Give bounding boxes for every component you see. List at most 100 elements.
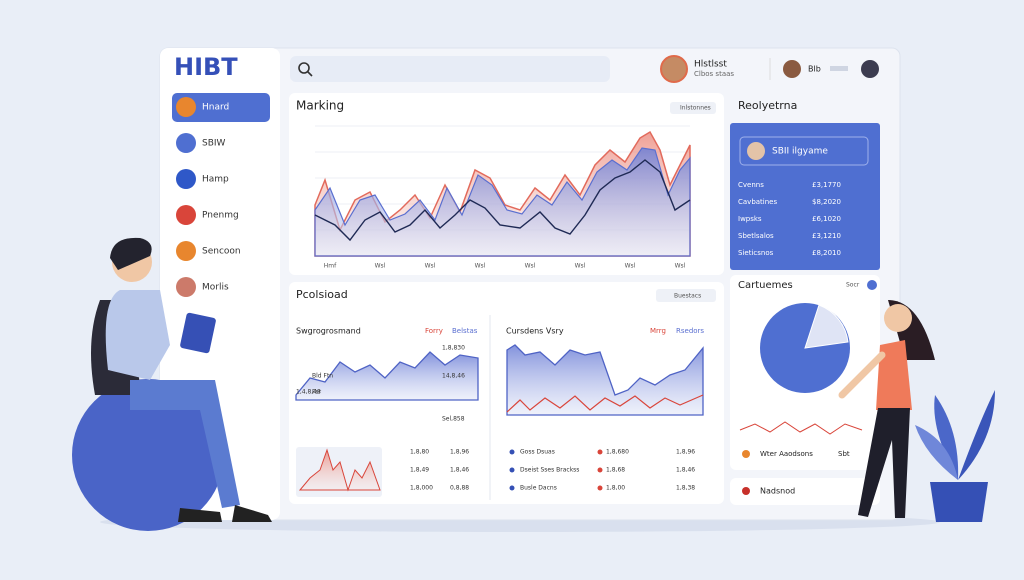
user-sub: Clbos staas <box>694 70 734 78</box>
panel-title: Pcolsioad <box>296 288 348 301</box>
search-icon <box>298 62 310 74</box>
row-text: 1,8,46 <box>676 467 695 474</box>
nav-icon[interactable] <box>176 97 196 117</box>
x-tick-label: Wsl <box>425 263 436 270</box>
area-series <box>314 147 691 257</box>
row-text: Dseist Sses Brackss <box>520 467 579 474</box>
value-list: Cvenns £3,1770 Cavbatines $8,2020 Iwpsks £6,1… <box>738 181 841 257</box>
tag: Mrrg <box>650 327 666 335</box>
row-text: 1,8,80 <box>410 449 429 456</box>
avatar[interactable] <box>861 60 879 78</box>
tag: Belstas <box>452 327 478 335</box>
area-series <box>295 351 479 401</box>
line-series <box>739 421 863 435</box>
x-tick-label: Wsl <box>525 263 536 270</box>
row-label: Cavbatines <box>738 198 777 206</box>
row-dot <box>509 485 515 491</box>
row-dot <box>509 449 515 455</box>
card-title: Cursdens Vsry <box>506 327 564 336</box>
nav-label: Morlis <box>202 283 229 293</box>
nav-icon[interactable] <box>176 277 196 297</box>
button-label: Inlstonnes <box>680 105 711 112</box>
blue-card <box>730 123 880 270</box>
row-text: 1,8,49 <box>410 467 429 474</box>
row-label: Sbetlsalos <box>738 232 774 240</box>
row-text: 1,8,96 <box>676 449 695 456</box>
nav-label: Hamp <box>202 175 229 185</box>
button-label: Buestacs <box>674 293 701 300</box>
panel <box>730 478 880 505</box>
row-label: Sieticsnos <box>738 249 774 257</box>
panel-title: Reolyetrna <box>738 99 797 112</box>
button[interactable] <box>656 289 716 302</box>
nav-label: SBIW <box>202 139 226 149</box>
x-tick-label: Wsl <box>575 263 586 270</box>
x-tick-label: Wsl <box>675 263 686 270</box>
legend-label: Wter Aaodsons <box>760 450 813 458</box>
tag: Forry <box>425 327 443 335</box>
panel-title: Cartuemes <box>738 280 793 291</box>
row-value: £3,1210 <box>812 232 841 240</box>
row-text: 1,8,38 <box>676 485 695 492</box>
tag: Socr <box>846 282 860 289</box>
row-text: Bld Ftn <box>312 373 333 380</box>
x-tick-label: Wsl <box>475 263 486 270</box>
x-tick-label: Wsl <box>375 263 386 270</box>
button[interactable] <box>670 102 716 114</box>
nav-label: Hnard <box>202 103 229 113</box>
nav-label: Pnenmg <box>202 211 239 221</box>
nav-label: Sencoon <box>202 247 241 257</box>
row-text: 1,8,00 <box>606 485 625 492</box>
x-tick-label: Hmf <box>324 263 337 270</box>
nav-icon[interactable] <box>176 205 196 225</box>
panel-title: Marking <box>296 99 344 113</box>
illustration-plant <box>915 390 995 522</box>
row-text: 1,8,68 <box>606 467 625 474</box>
row-text: 0,8,88 <box>450 485 469 492</box>
row-text: 1,8,830 <box>442 345 465 352</box>
avatar[interactable] <box>660 55 688 83</box>
row-label: Iwpsks <box>738 215 762 223</box>
pie-slice <box>804 304 849 349</box>
nav-list: Hnard SBIW Hamp Pnenmg Sencoon Morlis <box>176 97 241 297</box>
row-text: 1,8,680 <box>606 449 629 456</box>
row-label: Cvenns <box>738 181 764 189</box>
line-series <box>314 159 691 242</box>
nav-icon[interactable] <box>176 133 196 153</box>
x-tick-label: Wsl <box>625 263 636 270</box>
nav-icon[interactable] <box>176 169 196 189</box>
row-text: 1,4,8,48 <box>296 389 321 396</box>
row-text: 1,8,000 <box>410 485 433 492</box>
area-series <box>298 448 381 492</box>
row-text: 1,8,46 <box>450 467 469 474</box>
row-text: Goss Dsuas <box>520 449 555 456</box>
profile-box[interactable] <box>739 136 869 166</box>
row-value: £6,1020 <box>812 215 841 223</box>
logo: HIBT <box>174 53 238 81</box>
legend-dot <box>742 450 750 458</box>
legend-value: Sbt <box>838 450 850 458</box>
row-text: Fsr <box>312 389 322 396</box>
row-value: £3,1770 <box>812 181 841 189</box>
row-value: £8,2010 <box>812 249 841 257</box>
row-text: Sel,858 <box>442 416 465 423</box>
row-dot <box>597 449 603 455</box>
search-box[interactable] <box>290 56 610 82</box>
profile-name: SBII ilgyame <box>772 147 828 157</box>
row-text: 1,8,96 <box>450 449 469 456</box>
illustration-man <box>72 237 272 531</box>
user-name: Hlstlsst <box>694 60 727 70</box>
nav-active[interactable] <box>172 93 270 122</box>
row-dot <box>509 467 515 473</box>
x-labels: Hmf Wsl Wsl Wsl Wsl Wsl Wsl Wsl <box>324 263 686 270</box>
search-icon <box>307 71 313 77</box>
avatar[interactable] <box>783 60 801 78</box>
legend-dot <box>742 487 750 495</box>
nav-icon[interactable] <box>176 241 196 261</box>
row-text: 14,8,46 <box>442 373 465 380</box>
icon[interactable] <box>867 280 877 290</box>
placeholder <box>830 66 848 71</box>
card-title: Swgrogrosmand <box>296 327 361 336</box>
